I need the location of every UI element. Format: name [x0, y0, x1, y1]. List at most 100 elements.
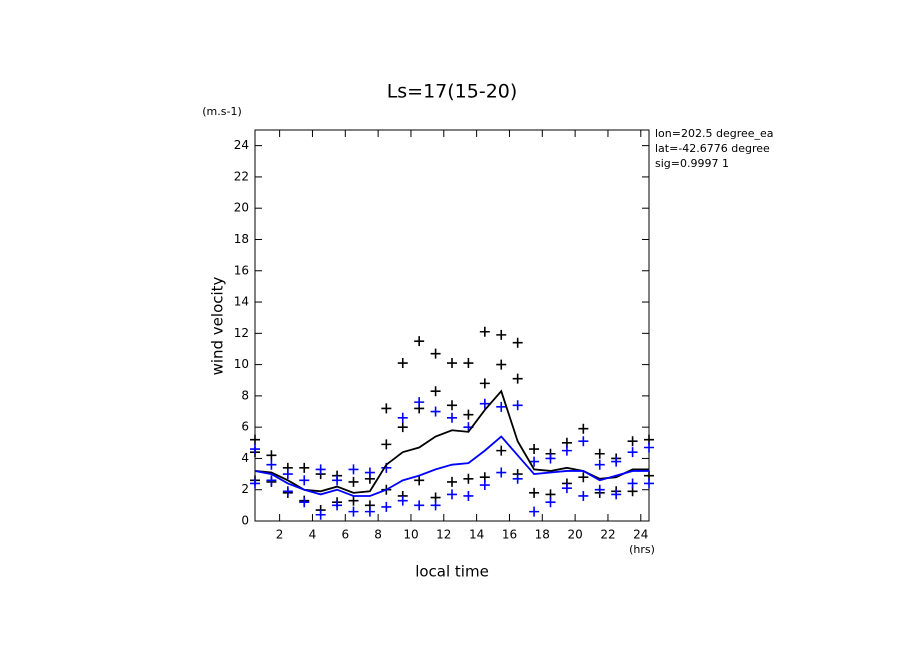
cross-marker — [594, 459, 605, 470]
x-tick-label: 22 — [600, 528, 615, 542]
y-tick-label: 24 — [234, 138, 249, 152]
x-unit: (hrs) — [629, 543, 655, 556]
cross-marker — [578, 472, 589, 483]
cross-marker — [627, 447, 638, 458]
annotation: lat=-42.6776 degree — [655, 142, 770, 155]
cross-marker — [266, 459, 277, 470]
cross-marker — [397, 422, 408, 433]
cross-marker — [381, 439, 392, 450]
cross-marker — [644, 478, 654, 489]
cross-marker — [479, 398, 490, 409]
y-tick-label: 16 — [234, 263, 249, 277]
cross-marker — [512, 400, 523, 411]
y-unit: (m.s-1) — [202, 105, 242, 118]
cross-marker — [561, 445, 572, 456]
cross-marker — [266, 475, 277, 486]
cross-marker — [545, 453, 556, 464]
cross-marker — [512, 373, 523, 384]
cross-marker — [397, 495, 408, 506]
cross-marker — [578, 423, 589, 434]
annotation: sig=0.9997 1 — [655, 157, 729, 170]
y-tick-label: 22 — [234, 169, 249, 183]
cross-marker — [282, 486, 293, 497]
cross-marker — [299, 475, 310, 486]
cross-marker — [529, 506, 540, 517]
y-tick-label: 6 — [241, 420, 249, 434]
cross-marker — [611, 489, 622, 500]
cross-marker — [282, 469, 293, 480]
cross-marker — [529, 456, 540, 467]
cross-marker — [430, 386, 441, 397]
cross-marker — [414, 475, 425, 486]
cross-marker — [250, 444, 260, 455]
cross-marker — [447, 489, 457, 500]
cross-marker — [381, 501, 392, 512]
cross-marker — [594, 448, 605, 459]
cross-marker — [627, 436, 638, 447]
x-axis-label: local time — [415, 563, 489, 581]
cross-marker — [315, 509, 326, 520]
cross-marker — [414, 397, 425, 408]
cross-marker — [397, 358, 408, 369]
cross-marker — [496, 329, 507, 340]
x-tick-label: 8 — [374, 528, 382, 542]
x-tick-label: 12 — [436, 528, 451, 542]
cross-marker — [479, 378, 490, 389]
y-tick-label: 8 — [241, 388, 249, 402]
cross-marker — [447, 412, 457, 423]
cross-marker — [479, 480, 490, 491]
y-tick-label: 2 — [241, 482, 249, 496]
x-tick-label: 20 — [567, 528, 582, 542]
series-line — [254, 435, 649, 497]
y-tick-label: 12 — [234, 326, 249, 340]
cross-marker — [430, 348, 441, 359]
chart-title: Ls=17(15-20) — [387, 81, 518, 103]
x-tick-label: 18 — [535, 528, 550, 542]
cross-marker — [561, 483, 572, 494]
cross-marker — [644, 442, 654, 453]
annotation: lon=202.5 degree_ea — [655, 127, 774, 140]
cross-marker — [364, 506, 375, 517]
cross-marker — [397, 412, 408, 423]
cross-marker — [463, 409, 474, 420]
y-tick-label: 0 — [241, 514, 249, 528]
x-tick-label: 16 — [502, 528, 517, 542]
y-axis-label: wind velocity — [209, 276, 227, 375]
cross-marker — [627, 478, 638, 489]
cross-marker — [594, 484, 605, 495]
cross-marker — [430, 406, 441, 417]
cross-marker — [315, 464, 326, 475]
cross-marker — [578, 490, 589, 501]
cross-marker — [463, 473, 474, 484]
cross-marker — [364, 467, 375, 478]
x-tick-label: 14 — [469, 528, 484, 542]
cross-marker — [414, 336, 425, 347]
cross-marker — [496, 467, 507, 478]
x-tick-label: 4 — [309, 528, 317, 542]
cross-marker — [299, 462, 310, 473]
cross-marker — [578, 436, 589, 447]
cross-marker — [463, 490, 474, 501]
y-tick-label: 14 — [234, 295, 249, 309]
cross-marker — [430, 500, 441, 511]
y-tick-label: 20 — [234, 201, 249, 215]
cross-marker — [496, 445, 507, 456]
annotations: lon=202.5 degree_ea lat=-42.6776 degree … — [655, 127, 774, 170]
cross-marker — [496, 359, 507, 370]
cross-marker — [299, 497, 310, 508]
cross-marker — [447, 476, 457, 487]
cross-marker — [512, 337, 523, 348]
cross-marker — [545, 497, 556, 508]
cross-marker — [529, 444, 540, 455]
cross-marker — [512, 473, 523, 484]
cross-marker — [447, 358, 457, 369]
cross-marker — [496, 401, 507, 412]
cross-marker — [250, 434, 260, 445]
cross-marker — [414, 500, 425, 511]
cross-marker — [348, 464, 359, 475]
cross-marker — [332, 500, 343, 511]
plot-frame — [254, 129, 650, 522]
cross-marker — [348, 495, 359, 506]
